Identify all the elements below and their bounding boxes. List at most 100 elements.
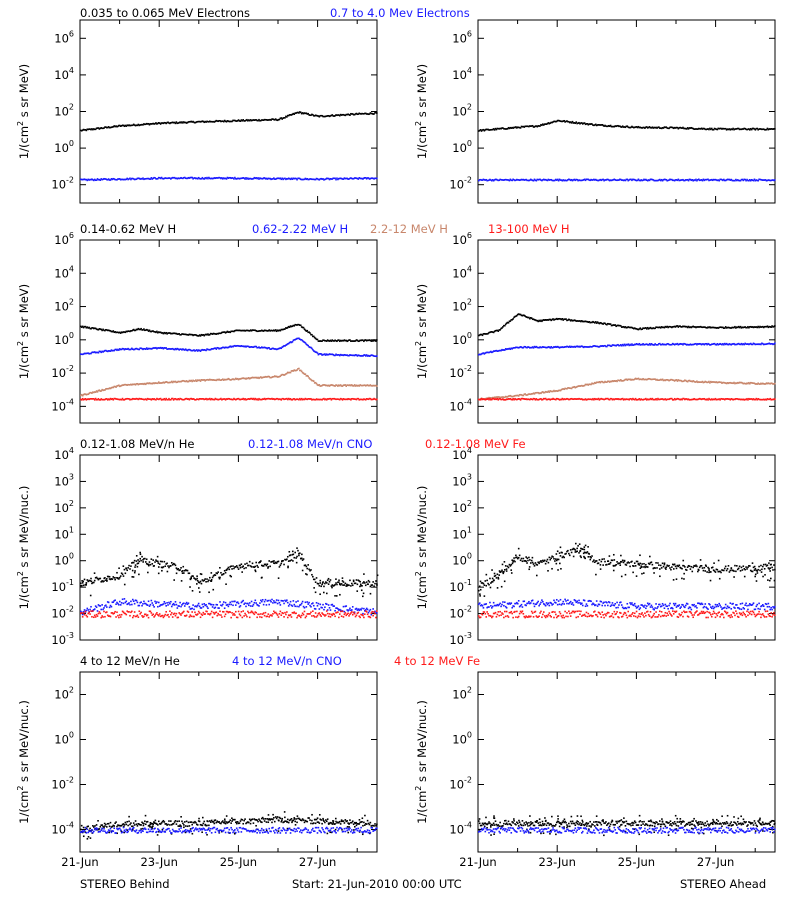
data-point	[161, 332, 164, 334]
data-point	[115, 178, 117, 181]
data-point	[199, 350, 202, 352]
data-point	[572, 179, 575, 181]
data-point	[373, 385, 375, 387]
data-point	[631, 326, 633, 329]
data-point	[630, 326, 632, 329]
data-point	[578, 385, 580, 387]
data-point	[607, 323, 610, 325]
data-point	[124, 178, 127, 181]
data-point	[80, 610, 82, 613]
data-point	[517, 398, 520, 400]
data-point	[111, 178, 114, 181]
data-point	[511, 347, 514, 350]
data-point	[172, 562, 175, 565]
data-point	[118, 331, 120, 334]
data-point	[713, 179, 716, 181]
data-point	[713, 381, 716, 383]
data-point	[710, 398, 712, 401]
data-point	[167, 398, 169, 401]
data-point	[155, 177, 157, 180]
data-point	[559, 120, 562, 122]
data-point	[594, 397, 596, 400]
data-point	[366, 398, 369, 400]
data-point	[189, 614, 192, 616]
data-point	[679, 126, 682, 129]
data-point	[338, 579, 340, 582]
data-point	[605, 381, 607, 383]
data-point	[273, 329, 275, 332]
data-point	[656, 398, 658, 401]
data-point	[341, 580, 344, 582]
data-point	[237, 329, 240, 332]
data-point	[503, 179, 505, 181]
data-point	[668, 127, 670, 130]
data-point	[350, 354, 352, 357]
data-point	[108, 575, 111, 578]
data-point	[719, 399, 721, 401]
data-point	[93, 614, 96, 617]
data-point	[367, 113, 370, 116]
data-point	[684, 398, 687, 400]
data-point	[183, 349, 186, 351]
data-point	[311, 379, 313, 382]
data-point	[591, 345, 593, 348]
data-point	[555, 346, 558, 348]
data-point	[376, 612, 378, 614]
data-point	[100, 580, 103, 583]
data-point	[518, 179, 521, 182]
data-point	[197, 398, 200, 401]
data-point	[713, 326, 716, 329]
data-point	[658, 343, 660, 345]
data-point	[531, 318, 534, 321]
data-point	[214, 606, 217, 609]
data-point	[217, 333, 219, 335]
data-point	[173, 176, 176, 179]
data-point	[118, 124, 120, 127]
data-point	[154, 382, 156, 384]
data-point	[246, 377, 248, 380]
data-point	[213, 379, 216, 381]
data-point	[627, 179, 630, 182]
data-point	[149, 603, 152, 606]
data-point	[134, 398, 137, 400]
data-point	[571, 346, 574, 348]
data-point	[292, 370, 295, 372]
data-point	[366, 113, 369, 115]
data-point	[498, 128, 501, 130]
data-point	[494, 350, 497, 352]
data-point	[503, 128, 506, 130]
data-point	[493, 398, 496, 401]
data-point	[376, 112, 378, 114]
data-point	[115, 331, 117, 334]
data-point	[331, 603, 334, 606]
data-point	[187, 348, 190, 351]
data-point	[196, 379, 199, 381]
data-point	[170, 612, 173, 614]
data-point	[760, 128, 762, 130]
data-point	[668, 343, 670, 346]
data-point	[202, 605, 205, 608]
data-point	[125, 384, 128, 386]
data-point	[682, 178, 684, 181]
data-point	[122, 331, 125, 333]
data-point	[646, 343, 649, 346]
data-point	[299, 178, 302, 181]
data-point	[755, 127, 758, 130]
data-point	[81, 325, 84, 328]
data-point	[751, 179, 754, 182]
data-point	[131, 616, 134, 619]
data-point	[196, 579, 199, 582]
data-point	[296, 178, 298, 181]
data-point	[267, 566, 270, 568]
data-point	[338, 384, 340, 386]
data-point	[267, 397, 270, 400]
data-point	[363, 340, 365, 343]
data-point	[306, 374, 309, 377]
data-point	[621, 343, 624, 346]
data-point	[509, 178, 512, 181]
data-point	[675, 179, 678, 181]
data-point	[558, 178, 561, 181]
data-point	[301, 340, 304, 342]
data-point	[337, 178, 339, 181]
data-point	[537, 320, 539, 323]
